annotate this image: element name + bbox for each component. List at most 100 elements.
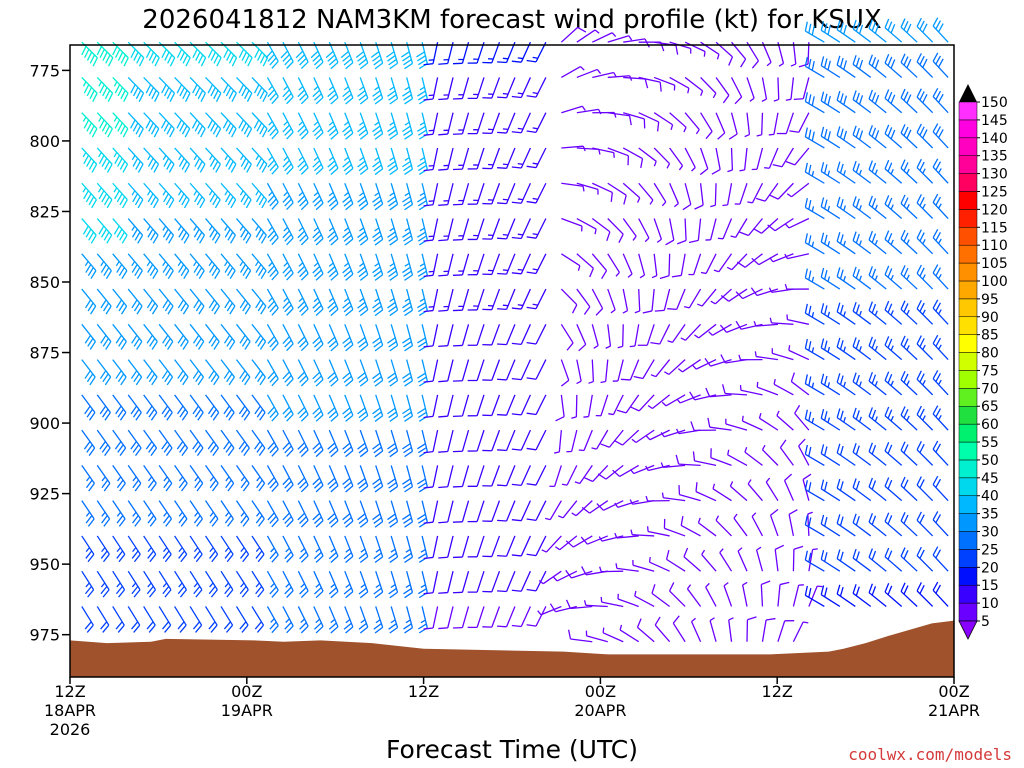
wind-barb-full — [102, 302, 110, 312]
wind-barb-full — [343, 481, 352, 489]
wind-barb — [482, 147, 501, 170]
wind-barb — [423, 147, 439, 172]
wind-barb-half — [178, 547, 183, 553]
wind-barb-half — [285, 547, 290, 553]
wind-barb-half — [938, 309, 942, 315]
wind-barb-full — [269, 621, 277, 630]
wind-barb-full — [417, 200, 427, 207]
wind-barb-full — [256, 444, 264, 453]
wind-barb-half — [360, 548, 366, 553]
wind-barb-shaft — [359, 359, 369, 381]
wind-barb-full — [342, 477, 351, 486]
wind-barb-full — [919, 514, 925, 524]
wind-barb — [220, 76, 237, 102]
wind-barb-full — [229, 270, 236, 280]
wind-barb-full — [114, 119, 121, 129]
wind-barb-half — [686, 584, 692, 590]
wind-barb — [372, 218, 384, 246]
wind-barb-shaft — [158, 394, 173, 413]
wind-barb — [634, 289, 641, 314]
wind-barb — [932, 87, 949, 114]
wind-barb-full — [194, 157, 201, 167]
wind-barb — [697, 517, 717, 537]
wind-barb-full — [887, 409, 893, 419]
wind-barb-full — [874, 24, 880, 34]
wind-barb-full — [423, 309, 434, 313]
wind-barb-half — [664, 371, 670, 376]
wind-barb — [423, 324, 439, 348]
wind-barb — [511, 429, 532, 451]
wind-barb-shaft — [535, 112, 547, 133]
wind-barb-full — [226, 373, 233, 383]
wind-barb-full — [750, 287, 758, 296]
wind-barb — [328, 606, 339, 634]
wind-barb-full — [874, 59, 880, 69]
wind-barb-shaft — [684, 112, 700, 130]
wind-barb — [372, 359, 384, 387]
wind-barb — [613, 429, 640, 446]
wind-barb-shaft — [852, 592, 872, 607]
wind-barb-shaft — [235, 429, 250, 449]
wind-barb — [820, 162, 841, 184]
wind-barb-full — [526, 271, 537, 275]
wind-barb-full — [890, 94, 896, 104]
wind-barb-full — [497, 590, 507, 593]
wind-barb-half — [345, 548, 351, 553]
wind-barb — [592, 32, 617, 43]
wind-barb-full — [179, 51, 186, 61]
wind-barb-full — [916, 264, 922, 274]
x-tick-label: 20APR — [574, 701, 626, 720]
wind-barb-shaft — [344, 570, 354, 592]
wind-barb-shaft — [282, 324, 294, 345]
colorbar-top-arrow — [959, 84, 977, 102]
wind-barb-shaft — [81, 606, 94, 626]
wind-barb — [704, 358, 732, 367]
wind-barb-full — [836, 373, 841, 383]
wind-barb-shaft — [591, 253, 608, 271]
wind-barb-full — [342, 301, 351, 309]
wind-barb-full — [230, 163, 237, 173]
colorbar-segment — [958, 137, 978, 156]
wind-barb — [836, 373, 856, 396]
wind-barb-full — [404, 133, 413, 140]
wind-barb-full — [300, 273, 309, 281]
wind-barb-shaft — [297, 535, 309, 556]
wind-barb-half — [224, 261, 228, 267]
wind-barb-full — [388, 270, 397, 278]
wind-barb-full — [345, 167, 354, 176]
wind-barb-half — [517, 304, 524, 307]
wind-barb-full — [359, 309, 369, 317]
wind-barb-half — [684, 306, 690, 309]
wind-barb-full — [388, 376, 397, 383]
wind-barb-half — [240, 155, 244, 161]
y-tick-label: 950 — [29, 555, 60, 574]
wind-barb-full — [284, 410, 292, 419]
wind-barb-full — [227, 518, 234, 527]
wind-barb-shaft — [622, 218, 637, 237]
wind-barb — [220, 570, 234, 598]
wind-barb-shaft — [572, 535, 593, 548]
wind-barb-full — [286, 343, 294, 352]
wind-barb-shaft — [359, 535, 369, 557]
wind-barb-full — [239, 299, 246, 309]
wind-barb — [804, 585, 825, 608]
wind-barb — [282, 182, 294, 211]
wind-barb-full — [227, 231, 234, 241]
wind-barb-full — [358, 340, 367, 348]
wind-barb-half — [532, 92, 538, 95]
wind-barb — [357, 500, 369, 528]
wind-barb — [266, 570, 279, 598]
wind-barb — [423, 571, 439, 595]
wind-barb-full — [583, 476, 594, 483]
wind-barb-full — [868, 160, 873, 170]
wind-barb — [174, 288, 190, 315]
wind-barb-half — [268, 297, 273, 302]
wind-barb-half — [790, 63, 797, 67]
wind-barb-half — [683, 127, 687, 133]
wind-barb-full — [313, 163, 322, 172]
wind-barb-full — [119, 196, 126, 206]
wind-barb-full — [836, 196, 841, 207]
wind-barb-half — [178, 476, 184, 482]
wind-barb-shaft — [932, 484, 949, 502]
wind-barb-shaft — [746, 77, 755, 99]
